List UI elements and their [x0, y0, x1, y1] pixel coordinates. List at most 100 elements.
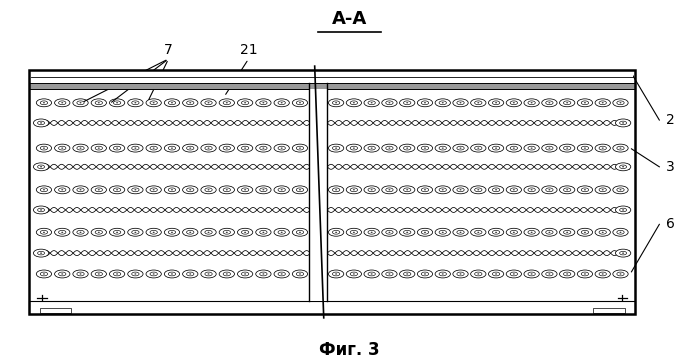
- Circle shape: [584, 232, 586, 233]
- Circle shape: [134, 273, 136, 274]
- Circle shape: [457, 272, 464, 276]
- Circle shape: [335, 102, 337, 103]
- Circle shape: [457, 188, 464, 192]
- Circle shape: [470, 144, 486, 152]
- Circle shape: [262, 189, 264, 190]
- Circle shape: [41, 272, 48, 276]
- Circle shape: [510, 146, 517, 150]
- Circle shape: [329, 228, 344, 236]
- Circle shape: [134, 189, 136, 190]
- Circle shape: [274, 99, 289, 107]
- Circle shape: [475, 101, 482, 105]
- Circle shape: [223, 146, 231, 150]
- Circle shape: [417, 99, 433, 107]
- Circle shape: [403, 231, 411, 234]
- Circle shape: [91, 144, 106, 152]
- Circle shape: [566, 232, 568, 233]
- Circle shape: [563, 272, 571, 276]
- Circle shape: [417, 186, 433, 194]
- Circle shape: [329, 270, 344, 278]
- Circle shape: [95, 146, 103, 150]
- Circle shape: [563, 231, 571, 234]
- Circle shape: [189, 232, 192, 233]
- Circle shape: [615, 206, 630, 214]
- Circle shape: [582, 231, 589, 234]
- Circle shape: [146, 99, 161, 107]
- Circle shape: [559, 186, 575, 194]
- Circle shape: [364, 99, 380, 107]
- Circle shape: [41, 188, 48, 192]
- Circle shape: [406, 189, 408, 190]
- Circle shape: [223, 101, 231, 105]
- Circle shape: [62, 232, 63, 233]
- Circle shape: [150, 146, 157, 150]
- Circle shape: [244, 273, 246, 274]
- Circle shape: [59, 231, 66, 234]
- Circle shape: [599, 188, 607, 192]
- Circle shape: [201, 144, 216, 152]
- Circle shape: [506, 99, 521, 107]
- Circle shape: [559, 99, 575, 107]
- Circle shape: [619, 189, 621, 190]
- Circle shape: [164, 99, 180, 107]
- Circle shape: [439, 101, 447, 105]
- Circle shape: [98, 102, 100, 103]
- Text: 2: 2: [666, 113, 675, 127]
- Circle shape: [244, 102, 246, 103]
- Circle shape: [278, 231, 285, 234]
- Circle shape: [470, 186, 486, 194]
- Circle shape: [201, 228, 216, 236]
- Circle shape: [150, 272, 157, 276]
- Circle shape: [187, 188, 194, 192]
- Circle shape: [382, 270, 397, 278]
- Circle shape: [435, 99, 450, 107]
- Circle shape: [619, 121, 626, 125]
- Circle shape: [77, 231, 84, 234]
- Circle shape: [329, 144, 344, 152]
- Circle shape: [189, 273, 192, 274]
- Circle shape: [164, 144, 180, 152]
- Circle shape: [226, 189, 228, 190]
- Circle shape: [256, 186, 271, 194]
- Circle shape: [110, 186, 124, 194]
- Circle shape: [146, 270, 161, 278]
- Circle shape: [506, 228, 521, 236]
- Circle shape: [364, 186, 380, 194]
- Circle shape: [110, 228, 124, 236]
- Circle shape: [613, 144, 628, 152]
- Circle shape: [219, 228, 234, 236]
- Circle shape: [470, 270, 486, 278]
- Circle shape: [510, 231, 517, 234]
- Circle shape: [364, 270, 380, 278]
- Circle shape: [333, 272, 340, 276]
- Circle shape: [131, 188, 139, 192]
- Circle shape: [238, 99, 253, 107]
- Circle shape: [524, 270, 540, 278]
- Circle shape: [619, 102, 621, 103]
- Circle shape: [513, 273, 515, 274]
- Circle shape: [36, 270, 52, 278]
- Circle shape: [182, 144, 198, 152]
- Circle shape: [346, 228, 361, 236]
- Circle shape: [299, 102, 301, 103]
- Circle shape: [226, 102, 228, 103]
- Circle shape: [389, 102, 391, 103]
- Circle shape: [187, 101, 194, 105]
- Circle shape: [189, 189, 192, 190]
- Circle shape: [95, 272, 103, 276]
- Circle shape: [333, 231, 340, 234]
- Circle shape: [602, 273, 604, 274]
- Circle shape: [602, 189, 604, 190]
- Circle shape: [55, 228, 70, 236]
- Circle shape: [299, 189, 301, 190]
- Circle shape: [262, 232, 264, 233]
- Circle shape: [333, 101, 340, 105]
- Circle shape: [241, 101, 249, 105]
- Circle shape: [353, 232, 355, 233]
- Circle shape: [256, 270, 271, 278]
- Circle shape: [350, 272, 358, 276]
- Circle shape: [91, 270, 106, 278]
- Circle shape: [98, 273, 100, 274]
- Circle shape: [40, 122, 42, 123]
- Circle shape: [182, 270, 198, 278]
